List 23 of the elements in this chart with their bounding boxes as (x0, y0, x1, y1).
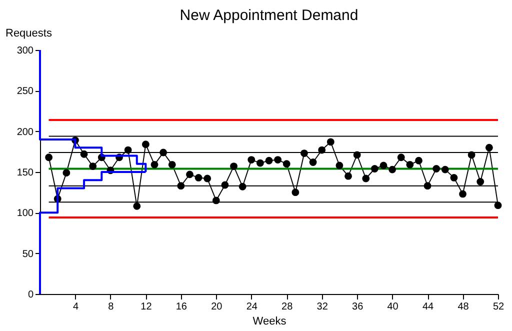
x-tick-label: 36 (352, 302, 364, 312)
chart-title: New Appointment Demand (180, 7, 358, 24)
x-tick-label: 28 (282, 302, 294, 312)
x-axis-title: Weeks (252, 316, 287, 328)
x-tick-label: 4 (72, 302, 79, 312)
x-tick-label: 8 (108, 302, 114, 312)
y-tick-label: 200 (16, 126, 34, 138)
y-tick-label: 250 (16, 86, 34, 98)
x-tick-label: 52 (492, 302, 504, 312)
y-tick-label: 300 (16, 46, 34, 56)
x-tick-label: 12 (140, 302, 152, 312)
y-axis-title: Requests (6, 28, 52, 40)
x-tick-label: 20 (211, 302, 223, 312)
y-tick-label: 100 (16, 208, 34, 220)
x-tick-label: 44 (422, 302, 434, 312)
y-tick-label: 50 (22, 248, 34, 260)
y-tick-label: 150 (16, 168, 34, 178)
x-tick-label: 16 (176, 302, 188, 312)
x-tick-label: 32 (316, 302, 328, 312)
x-tick-label: 48 (458, 302, 470, 312)
x-tick-label: 24 (246, 302, 258, 312)
y-tick-label: 0 (28, 290, 34, 300)
x-tick-label: 40 (387, 302, 399, 312)
